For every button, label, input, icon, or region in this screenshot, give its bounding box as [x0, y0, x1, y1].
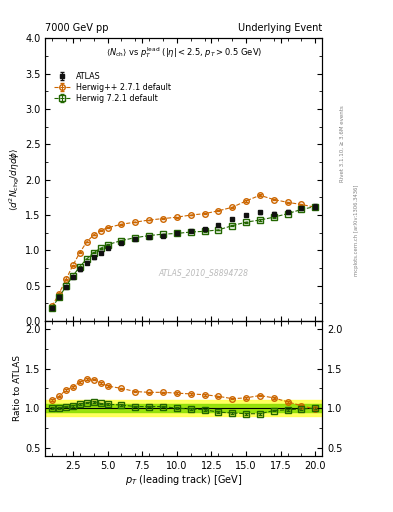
- Bar: [45, 404, 322, 412]
- Text: mcplots.cern.ch [arXiv:1306.3436]: mcplots.cern.ch [arXiv:1306.3436]: [354, 185, 359, 276]
- Text: $\langle N_{\rm ch}\rangle$ vs $p_T^{\rm lead}$ ($|\eta| < 2.5$, $p_T > 0.5$ GeV: $\langle N_{\rm ch}\rangle$ vs $p_T^{\rm…: [106, 46, 262, 60]
- Text: ATLAS_2010_S8894728: ATLAS_2010_S8894728: [158, 268, 248, 278]
- X-axis label: $p_T$ (leading track) [GeV]: $p_T$ (leading track) [GeV]: [125, 473, 242, 487]
- Bar: [45, 400, 322, 416]
- Text: Underlying Event: Underlying Event: [238, 23, 322, 33]
- Legend: ATLAS, Herwig++ 2.7.1 default, Herwig 7.2.1 default: ATLAS, Herwig++ 2.7.1 default, Herwig 7.…: [52, 71, 173, 105]
- Text: 7000 GeV pp: 7000 GeV pp: [45, 23, 109, 33]
- Text: Rivet 3.1.10, ≥ 3.6M events: Rivet 3.1.10, ≥ 3.6M events: [340, 105, 345, 182]
- Y-axis label: Ratio to ATLAS: Ratio to ATLAS: [13, 355, 22, 421]
- Y-axis label: $\langle d^2 N_{\rm chg}/d\eta d\phi\rangle$: $\langle d^2 N_{\rm chg}/d\eta d\phi\ran…: [7, 148, 22, 211]
